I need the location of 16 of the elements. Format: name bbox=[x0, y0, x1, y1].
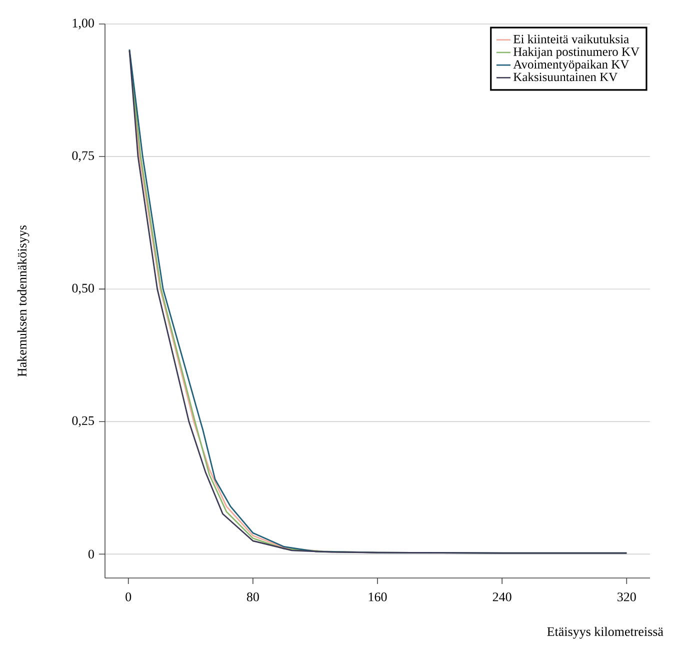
legend-label: Hakijan postinumero KV bbox=[513, 47, 640, 58]
x-tick-label: 0 bbox=[126, 592, 132, 602]
x-tick-label: 80 bbox=[246, 592, 259, 602]
y-tick-label: 0,25 bbox=[72, 416, 94, 427]
legend-label: Avoimentyöpaikan KV bbox=[513, 60, 630, 72]
legend-label: Kaksisuuntainen KV bbox=[513, 72, 618, 82]
y-axis-title: Hakemuksen todennäköisyys bbox=[17, 225, 30, 377]
x-tick-label: 320 bbox=[618, 592, 636, 602]
y-tick-label: 0,50 bbox=[72, 284, 94, 294]
y-tick-label: 1,00 bbox=[72, 18, 94, 30]
x-axis-title: Etäisyys kilometreissä bbox=[547, 626, 664, 639]
y-tick-label: 0,75 bbox=[72, 151, 94, 162]
x-tick-label: 240 bbox=[492, 592, 512, 602]
x-tick-label: 160 bbox=[368, 592, 387, 602]
y-tick-label: 0 bbox=[88, 550, 94, 559]
legend-label: Ei kiinteitä vaikutuksia bbox=[513, 34, 629, 44]
